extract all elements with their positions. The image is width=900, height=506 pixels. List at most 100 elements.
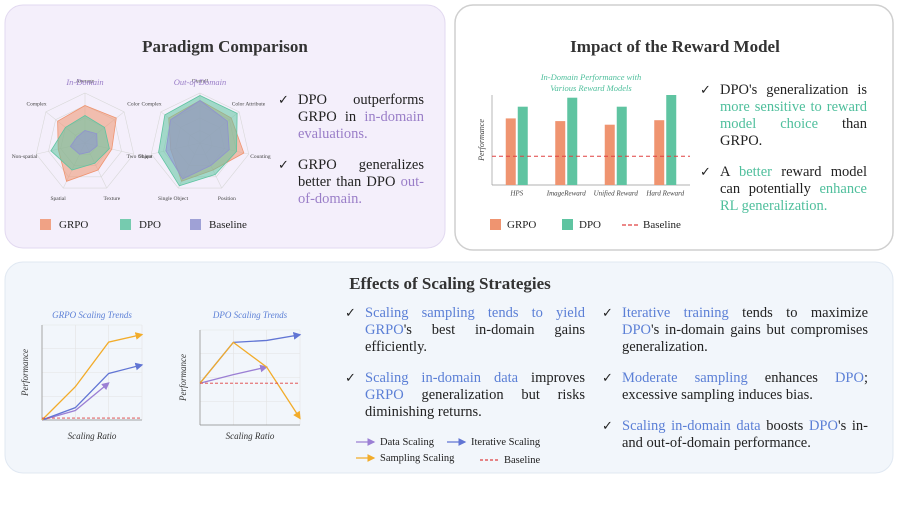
legend-label: GRPO [59, 219, 88, 231]
legend-label: Sampling Scaling [380, 453, 455, 464]
y-axis-label: Performance [20, 349, 30, 397]
axis-label: Texture [104, 196, 121, 202]
chart-title: In-Domain [65, 77, 103, 87]
legend-swatch [562, 219, 573, 230]
legend-swatch [190, 219, 201, 230]
bullet: DPO's generalization is more sensitive t… [700, 82, 867, 150]
radar-area [165, 100, 230, 180]
axis-label: Two Object [127, 154, 153, 160]
bar [555, 121, 566, 185]
bullet: Scaling sampling tends to yield GRPO's b… [345, 305, 585, 356]
highlight-text: better [738, 164, 772, 180]
bar [616, 106, 627, 185]
axis-label: Complex [141, 102, 161, 108]
chart-title: Out-of-Domain [174, 77, 226, 87]
bullet-text: reward model can potentially [720, 164, 868, 197]
bullet: Scaling in-domain data boosts DPO's in- … [602, 418, 868, 452]
axis-label: Average [76, 78, 95, 84]
bullet: GRPO generalizes better than DPO out-of-… [278, 157, 424, 208]
legend-label: Data Scaling [380, 437, 435, 448]
axis-label: Color [127, 102, 140, 108]
chart-title: GRPO Scaling Trends [52, 310, 132, 320]
axis-label: Shape [139, 154, 153, 160]
x-axis-label: Scaling Ratio [226, 431, 275, 441]
bullet-column: DPO's generalization is more sensitive t… [700, 82, 867, 229]
bar [505, 118, 516, 185]
highlight-text: Moderate sampling [622, 370, 748, 386]
bullet: A better reward model can potentially en… [700, 164, 867, 215]
bullet-text: than GRPO. [720, 116, 867, 149]
bar [654, 120, 665, 185]
legend-label: DPO [579, 219, 601, 231]
axis-label: Color Attribute [232, 102, 266, 108]
bullet: Moderate sampling enhances DPO; excessiv… [602, 370, 868, 404]
legend-swatch [40, 219, 51, 230]
x-tick-label: Unified Reward [594, 190, 639, 198]
x-tick-label: HPS [509, 190, 523, 198]
axis-label: Counting [250, 154, 271, 160]
y-axis-label: Performance [477, 119, 486, 162]
highlight-text: in-domain evaluations. [298, 109, 424, 142]
bar [517, 106, 528, 185]
bar [567, 97, 578, 185]
bar [666, 95, 677, 185]
radar-ring [35, 92, 135, 189]
highlight-text: Iterative training [622, 305, 729, 321]
bullet-text: A [720, 164, 739, 180]
bullet-text: GRPO generalizes better than DPO [298, 157, 424, 190]
bullet-text: generalization but risks diminishing ret… [365, 387, 585, 420]
bullet-text: ; excessive sampling induces bias. [622, 370, 868, 403]
bullet-text: enhances [747, 370, 835, 386]
highlight-text: enhance RL generalization. [720, 181, 867, 214]
axis-label: Spatial [50, 196, 66, 202]
legend-swatch [490, 219, 501, 230]
axis-label: Non-spatial [12, 154, 38, 160]
x-tick-label: Hard Reward [645, 190, 684, 198]
bullet-text: boosts [760, 418, 809, 434]
y-axis-label: Performance [178, 354, 188, 402]
bullet-text: improves [518, 370, 586, 386]
legend-label: DPO [139, 219, 161, 231]
panel-title: Impact of the Reward Model [570, 37, 780, 56]
chart-title: DPO Scaling Trends [212, 310, 288, 320]
bullet: Iterative training tends to maximize DPO… [602, 305, 868, 356]
bar [604, 124, 615, 185]
panel-title: Paradigm Comparison [142, 37, 308, 56]
highlight-text: GRPO [365, 387, 404, 403]
radar-ring [150, 92, 250, 189]
x-axis-label: Scaling Ratio [68, 431, 117, 441]
highlight-text: DPO [622, 322, 652, 338]
bullet-column: Iterative training tends to maximize DPO… [602, 305, 868, 466]
bullet-text: tends to maximize [728, 305, 869, 321]
series-line [41, 332, 144, 421]
legend-label: Baseline [504, 455, 540, 466]
bullet-column: DPO outperforms GRPO in in-domain evalua… [278, 92, 424, 222]
bullet-text: 's in-domain gains but compromises gener… [622, 322, 868, 355]
bullet-text: 's in- and out-of-domain performance. [622, 418, 868, 451]
bullet: DPO outperforms GRPO in in-domain evalua… [278, 92, 424, 143]
chart-title: Various Reward Models [550, 83, 632, 93]
legend-label: GRPO [507, 219, 536, 231]
bullet-text: 's best in-domain gains efficiently. [365, 322, 585, 355]
bullet: Scaling in-domain data improves GRPO gen… [345, 370, 585, 421]
highlight-text: DPO [808, 418, 838, 434]
bullet-text: DPO outperforms GRPO in [298, 92, 424, 125]
series-line [41, 362, 144, 421]
highlight-text: DPO [834, 370, 864, 386]
highlight-text: more sensitive to reward model choice [720, 99, 867, 132]
series-line [41, 382, 110, 421]
panel-title: Effects of Scaling Strategies [349, 274, 551, 293]
highlight-text: out-of-domain. [298, 174, 424, 207]
radar-area [69, 130, 98, 155]
highlight-text: Scaling in-domain data [622, 418, 761, 434]
axis-label: Single Object [158, 196, 189, 202]
x-tick-label: ImageReward [546, 190, 587, 198]
highlight-text: Scaling in-domain data [365, 370, 519, 386]
legend-label: Baseline [643, 219, 681, 231]
axis-label: Complex [26, 102, 46, 108]
series-line [199, 364, 268, 384]
highlight-text: Scaling sampling tends to yield GRPO [365, 305, 585, 338]
chart-title: In-Domain Performance with [540, 72, 642, 82]
axis-label: Position [218, 196, 236, 202]
